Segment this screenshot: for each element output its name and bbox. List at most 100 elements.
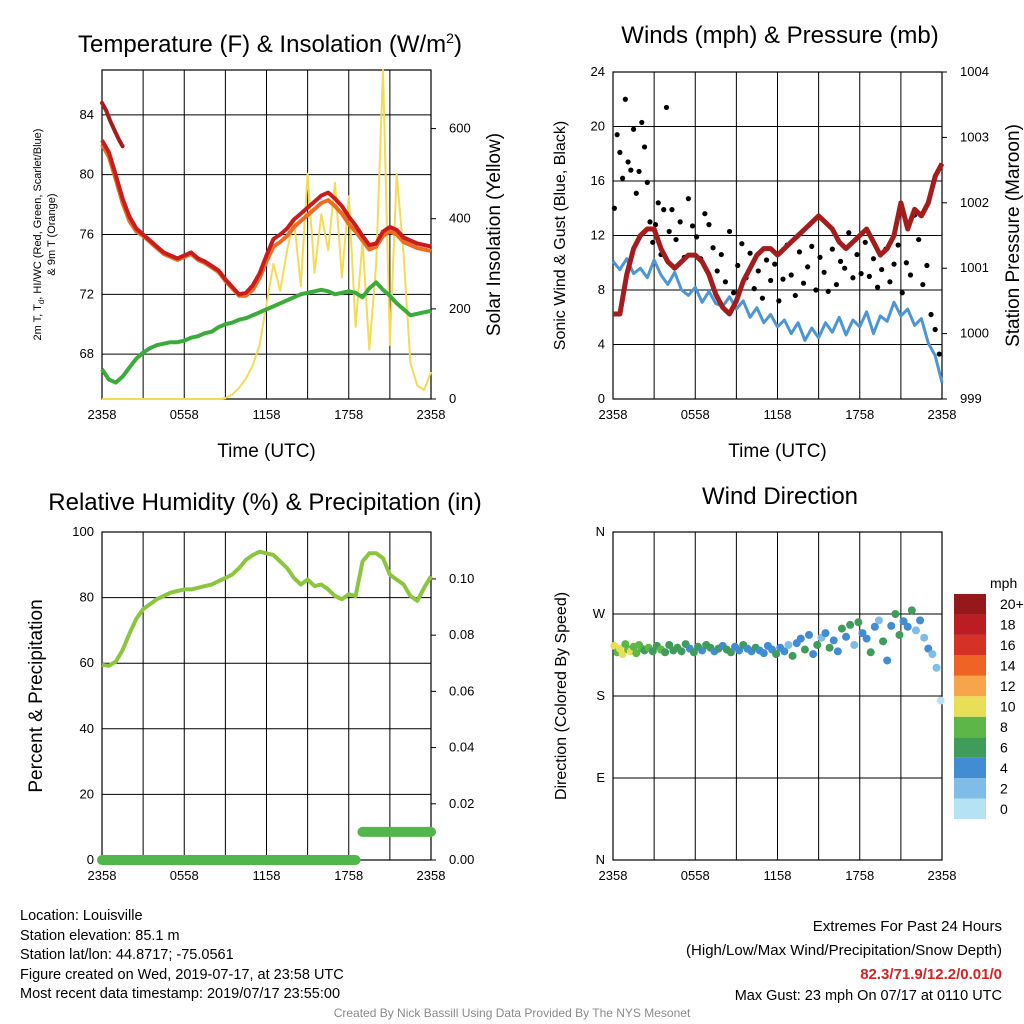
- wind-gust-point: [661, 207, 667, 213]
- wind-direction-x-tick-label: 2358: [599, 868, 628, 883]
- wind-direction-point: [796, 634, 805, 643]
- wind-gust-point: [751, 286, 757, 292]
- wind-gust-point: [924, 262, 930, 269]
- humidity-y2-tick-label: 0.06: [449, 683, 474, 698]
- wind-direction-point: [907, 606, 916, 615]
- temperature-y2-tick-label: 600: [449, 121, 471, 136]
- wind-gust-point: [673, 236, 679, 243]
- colorbar-swatch: [954, 675, 986, 697]
- colorbar-label: 6: [1000, 739, 1008, 755]
- wind-speed-line: [611, 257, 944, 383]
- figure-created: Figure created on Wed, 2019-07-17, at 23…: [20, 966, 344, 983]
- wind-gust-point: [817, 254, 823, 260]
- temperature-y-tick-label: 84: [80, 107, 94, 122]
- wind-direction-point: [689, 648, 698, 657]
- wind-direction-point: [874, 616, 883, 625]
- winds-y2-tick-label: 1000: [960, 326, 989, 341]
- wind-gust-point: [611, 205, 617, 211]
- wind-gust-point: [903, 260, 909, 266]
- wind-gust-point: [735, 262, 741, 269]
- wind-gust-point: [891, 261, 897, 267]
- temperature-x-tick-label: 2358: [88, 407, 117, 422]
- station-elevation: Station elevation: 85.1 m: [20, 927, 180, 944]
- wind-gust-point: [630, 126, 637, 132]
- colorbar-label: 12: [1000, 678, 1016, 694]
- colorbar-unit-label: mph: [990, 575, 1017, 591]
- wind-gust-point: [763, 257, 770, 263]
- wind-gust-point: [850, 275, 856, 281]
- winds-x-tick-label: 1758: [845, 407, 874, 422]
- temperature-y-tick-label: 72: [80, 286, 94, 301]
- wind-gust-point: [689, 223, 696, 229]
- colorbar-label: 14: [1000, 658, 1016, 674]
- wind-gust-point: [731, 290, 737, 296]
- wind-gust-point: [825, 288, 831, 294]
- wind-direction-point: [618, 650, 627, 659]
- wind-gust-point: [706, 222, 712, 228]
- humidity-panel: 2358 0558 1158 1758 23580204060801000.000.02…: [26, 524, 474, 883]
- wind-gust-point: [647, 219, 653, 225]
- wind-direction-point: [887, 621, 896, 630]
- wind-direction-point: [632, 649, 641, 658]
- wind-direction-point: [911, 626, 920, 635]
- colorbar-label: 2: [1000, 780, 1008, 796]
- wind-direction-point: [924, 644, 933, 653]
- winds-y2-tick-label: 1004: [960, 64, 989, 79]
- wind-gust-point: [899, 290, 905, 296]
- humidity-line: [101, 549, 433, 668]
- wind-direction-point: [862, 634, 871, 643]
- humidity-x-tick-label: 1758: [334, 868, 363, 883]
- humidity-x-tick-label: 0558: [170, 868, 199, 883]
- wind-direction-point: [920, 633, 929, 642]
- colorbar-swatch: [954, 798, 986, 819]
- wind-gust-point: [842, 265, 848, 271]
- wind-gust-point: [641, 144, 648, 150]
- temperature-plot-frame: [101, 69, 432, 400]
- colorbar-label: 4: [1000, 760, 1008, 776]
- wind-direction-point: [850, 640, 859, 649]
- wind-direction-point: [677, 647, 686, 656]
- winds-y2-tick-label: 1001: [960, 260, 989, 275]
- temperature-y-axis-label: 2m T, Td, HI/WC (Red, Green, Scarlet/Blu…: [32, 129, 46, 341]
- temperature-x-tick-label: 0558: [170, 407, 199, 422]
- wind-gust-point: [755, 268, 761, 274]
- colorbar-swatch: [954, 737, 986, 758]
- wind-gust-point: [862, 239, 868, 245]
- colorbar-swatch: [954, 716, 986, 738]
- wind-direction-y-tick-label: W: [593, 606, 606, 621]
- wind-gust-point: [669, 207, 675, 213]
- wind-gust-point: [633, 190, 639, 196]
- temperature-chart-title: Temperature (F) & Insolation (W/m2): [78, 30, 462, 58]
- temperature-panel: 2358 0558 1158 1758 2358 68 72 76 80 84 Time (UTC)…: [32, 69, 505, 462]
- humidity-y2-tick-label: 0.08: [449, 627, 474, 642]
- wind-speed-colorbar: mph 0 2 4 6 8 10 12 14 16 18 20+: [954, 575, 1024, 819]
- wind-direction-point: [726, 648, 735, 657]
- humidity-y-tick-label: 0: [87, 852, 94, 867]
- humidity-y2-tick-label: 0.00: [449, 852, 474, 867]
- wind-direction-point: [846, 620, 855, 629]
- wind-direction-y-axis-label: Direction (Colored By Speed): [553, 592, 570, 800]
- wind-gust-point: [718, 251, 724, 258]
- wind-gust-point: [710, 245, 716, 251]
- winds-y-tick-label: 12: [591, 228, 605, 243]
- pressure-line: [613, 162, 945, 317]
- wind-gust-point: [739, 241, 745, 247]
- winds-x-tick-label: 2358: [599, 407, 628, 422]
- wind-gust-point: [768, 277, 774, 284]
- wind-direction-point: [936, 696, 945, 705]
- wind-gust-point: [800, 280, 807, 286]
- wind-direction-point: [648, 647, 657, 656]
- colorbar-label: 10: [1000, 699, 1016, 715]
- wind-direction-point: [772, 650, 781, 659]
- wind-gust-point: [932, 326, 938, 333]
- wind-direction-point: [809, 650, 818, 659]
- temperature-y-tick-label: 76: [80, 227, 94, 242]
- wind-gust-point: [652, 222, 659, 228]
- wind-gust-point: [722, 279, 729, 285]
- winds-y-tick-label: 20: [591, 119, 605, 134]
- extremes-subtitle: (High/Low/Max Wind/Precipitation/Snow De…: [686, 942, 1002, 959]
- insolation-y-axis-label: Solar Insolation (Yellow): [484, 133, 505, 336]
- humidity-y-axis-label: Percent & Precipitation: [26, 599, 47, 792]
- temperature-y-tick-label: 68: [80, 346, 94, 361]
